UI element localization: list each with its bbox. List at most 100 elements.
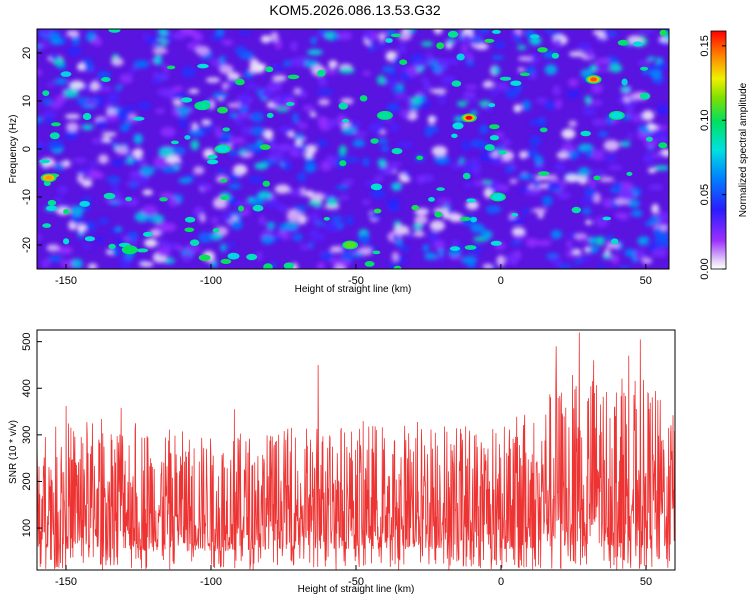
heatmap-blob [494, 184, 510, 192]
heatmap-spot [133, 116, 145, 121]
heatmap-blob [645, 221, 654, 227]
heatmap-blob [514, 37, 522, 43]
heatmap-blob [64, 133, 77, 140]
heatmap-blob [407, 232, 414, 239]
heatmap-blob [67, 46, 82, 56]
heatmap-spot [246, 253, 258, 261]
heatmap-blob [275, 65, 284, 71]
heatmap-blob [657, 211, 669, 222]
heatmap-blob [162, 257, 175, 264]
heatmap-blob [405, 100, 414, 105]
heatmap-blob [309, 192, 325, 200]
snr-x-tick-label: -150 [55, 576, 77, 588]
heatmap-blob [542, 195, 553, 207]
heatmap-spot [658, 142, 668, 149]
heatmap-blob [519, 150, 528, 159]
heatmap-blob [552, 85, 561, 96]
heatmap-blob [99, 83, 109, 89]
heatmap-blob [268, 152, 283, 161]
heatmap-blob [228, 183, 242, 190]
heatmap-blob [505, 165, 515, 174]
snr-x-axis-label: Height of straight line (km) [298, 584, 415, 595]
heatmap-spot [489, 135, 499, 141]
heatmap-blob [556, 151, 570, 160]
heatmap-blob [627, 199, 640, 208]
heatmap-blob [436, 254, 445, 262]
heatmap-blob [483, 80, 494, 88]
snr-x-axis: -150 -100 -50 0 50 [55, 565, 652, 588]
heatmap-spot [659, 29, 667, 36]
heatmap-blob [83, 221, 97, 232]
heatmap-blob [437, 248, 445, 256]
heatmap-blob [604, 31, 613, 39]
heatmap-blob [181, 67, 196, 78]
snr-y-tick-label: 200 [21, 472, 33, 490]
heatmap-spot [317, 69, 326, 77]
heatmap-blob [249, 58, 260, 69]
heatmap-spot [602, 216, 612, 221]
heatmap-blob [465, 84, 478, 90]
heatmap-blob [656, 104, 669, 115]
heatmap-spot [462, 172, 471, 180]
heatmap-blob [205, 77, 221, 83]
heatmap-hotspot [494, 195, 502, 199]
heatmap-spot [265, 66, 274, 73]
heatmap-blob [298, 90, 308, 98]
heatmap-spot [108, 243, 116, 250]
heatmap-blob [544, 174, 558, 181]
heatmap-blob [87, 263, 98, 269]
heatmap-blob [424, 125, 439, 134]
heatmap-blob [618, 95, 625, 105]
heatmap-blob [610, 32, 618, 37]
heatmap-spot [626, 171, 633, 176]
heatmap-blob [508, 218, 525, 225]
heatmap-blob [597, 264, 605, 269]
heatmap-hotspot [613, 113, 621, 118]
heatmap-blob [447, 38, 455, 45]
heatmap-blob [337, 31, 353, 41]
heatmap-blob [64, 114, 81, 119]
heatmap-spot [640, 66, 649, 71]
heatmap-blob [579, 255, 591, 262]
heatmap-blob [126, 156, 133, 165]
heatmap-blob [637, 236, 649, 246]
heatmap-spot [393, 265, 402, 269]
heatmap-spot [488, 103, 496, 108]
heatmap-blob [37, 120, 43, 126]
heatmap-blob [420, 77, 429, 84]
snr-y-tick-label: 500 [21, 332, 33, 350]
heatmap-blob [261, 88, 272, 99]
heatmap-spot [259, 144, 271, 150]
heatmap-blob [593, 192, 601, 204]
heatmap-blob [423, 82, 431, 93]
snr-series-line [37, 332, 675, 570]
heatmap-blob [626, 106, 634, 117]
heatmap-blob [482, 263, 493, 269]
heatmap-blob [342, 178, 354, 185]
heatmap-blob [464, 52, 474, 61]
heatmap-blob [392, 234, 400, 242]
heatmap-blob [77, 224, 87, 233]
heatmap-blob [210, 217, 219, 225]
heatmap-blob [190, 139, 199, 151]
heatmap-blob [383, 78, 397, 87]
heatmap-y-tick-label: 0 [21, 146, 33, 152]
heatmap-y-axis: -20 -10 0 10 20 [21, 47, 42, 253]
heatmap-blob [172, 31, 187, 40]
heatmap-blob [174, 245, 183, 250]
heatmap-blob [561, 142, 575, 153]
heatmap-spot [262, 180, 270, 187]
heatmap-blob [289, 188, 303, 196]
heatmap-blob [578, 236, 589, 243]
heatmap-blob [47, 81, 54, 88]
heatmap-spot [510, 80, 522, 86]
heatmap-blob [327, 67, 336, 75]
heatmap-blob [382, 165, 396, 175]
heatmap-blob [591, 149, 605, 161]
heatmap-spot [364, 261, 375, 267]
heatmap-blob [561, 128, 576, 139]
colorbar-gradient [710, 30, 727, 270]
heatmap-blob [631, 113, 644, 123]
heatmap-blob [414, 60, 427, 68]
heatmap-blob [474, 43, 489, 50]
